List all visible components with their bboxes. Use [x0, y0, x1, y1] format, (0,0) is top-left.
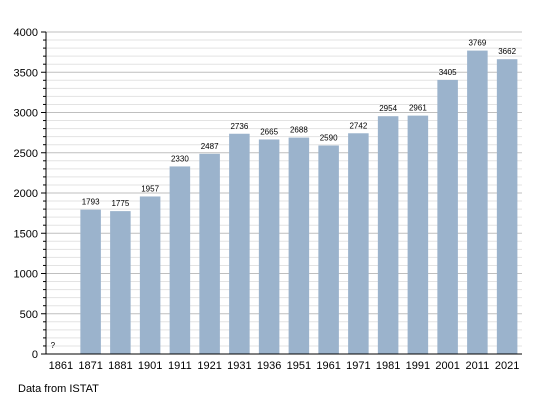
- x-tick-label-1911: 1911: [168, 360, 192, 372]
- data-label-1871: 1793: [82, 198, 100, 207]
- data-label-1981: 2954: [379, 104, 397, 113]
- x-tick-label-1936: 1936: [257, 360, 281, 372]
- data-label-1936: 2665: [260, 127, 278, 136]
- bar-1911: [169, 166, 191, 354]
- bar-1971: [348, 133, 369, 354]
- data-label-2001: 3405: [439, 68, 457, 77]
- bar-1931: [229, 133, 250, 354]
- x-tick-label-1871: 1871: [78, 360, 102, 372]
- bar-2021: [496, 59, 518, 355]
- data-label-1971: 2742: [349, 121, 367, 130]
- bar-1881: [110, 211, 131, 354]
- bar-1871: [80, 209, 101, 354]
- x-tick-label-1861: 1861: [49, 360, 73, 372]
- data-label-1991: 2961: [409, 104, 427, 113]
- data-label-2021: 3662: [498, 47, 516, 56]
- bar-1921: [199, 153, 220, 354]
- x-tick-label-1881: 1881: [108, 360, 132, 372]
- data-label-1881: 1775: [111, 199, 129, 208]
- x-tick-label-2001: 2001: [435, 360, 459, 372]
- x-tick-label-1971: 1971: [346, 360, 370, 372]
- bar-1901: [139, 196, 161, 354]
- y-tick-label: 1000: [14, 269, 38, 281]
- data-label-1901: 1957: [141, 184, 159, 193]
- y-tick-label: 500: [20, 309, 38, 321]
- y-tick-label: 1500: [14, 228, 38, 240]
- data-label-2011: 3769: [468, 39, 486, 48]
- bar-1961: [318, 145, 339, 354]
- y-tick-label: 2500: [14, 148, 38, 160]
- x-tick-label-2021: 2021: [495, 360, 519, 372]
- data-label-1961: 2590: [320, 134, 338, 143]
- x-tick-label-1921: 1921: [197, 360, 221, 372]
- data-label-1921: 2487: [201, 142, 219, 151]
- x-tick-label-1951: 1951: [287, 360, 311, 372]
- y-tick-label: 2000: [14, 188, 38, 200]
- source-note: Data from ISTAT: [18, 383, 99, 395]
- y-tick-label: 3500: [14, 67, 38, 79]
- bar-1936: [258, 139, 280, 354]
- data-label-1861: ?: [51, 341, 56, 350]
- x-tick-label-1991: 1991: [406, 360, 430, 372]
- data-label-1951: 2688: [290, 126, 308, 135]
- bar-1951: [288, 137, 310, 354]
- bar-2001: [437, 79, 458, 355]
- data-label-1911: 2330: [171, 154, 189, 163]
- y-tick-label: 0: [32, 349, 38, 361]
- bar-1981: [377, 116, 399, 354]
- x-tick-label-1981: 1981: [376, 360, 400, 372]
- bar-1991: [407, 115, 429, 355]
- x-tick-label-2011: 2011: [466, 360, 490, 372]
- bar-2011: [467, 50, 488, 355]
- y-tick-label: 4000: [14, 27, 38, 39]
- y-tick-label: 3000: [14, 108, 38, 120]
- x-tick-label-1961: 1961: [316, 360, 340, 372]
- x-tick-label-1931: 1931: [227, 360, 251, 372]
- data-label-1931: 2736: [230, 122, 248, 131]
- x-tick-label-1901: 1901: [138, 360, 162, 372]
